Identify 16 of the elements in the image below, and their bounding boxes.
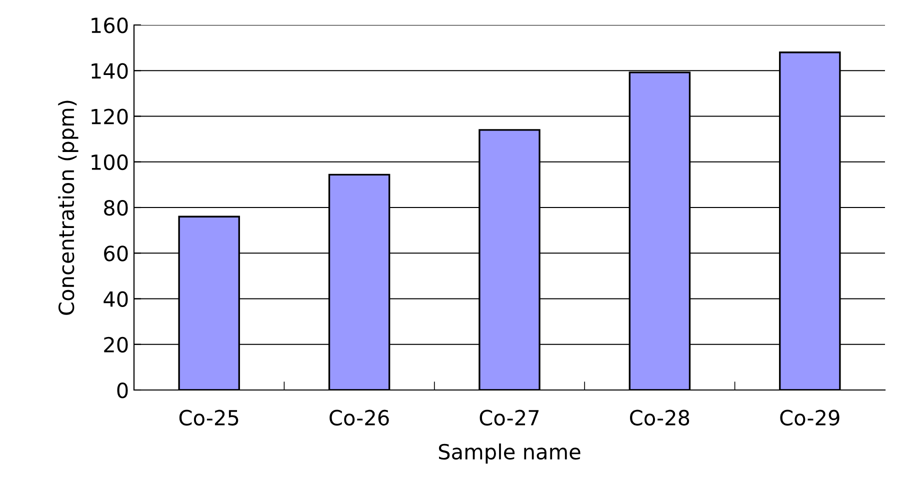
y-tick-label: 60 xyxy=(104,246,128,262)
y-tick-label: 20 xyxy=(104,336,128,353)
x-tick-label: Co-28 xyxy=(630,410,690,426)
y-tick-label: 100 xyxy=(92,154,128,170)
y-tick-label: 120 xyxy=(92,108,128,124)
y-tick-label: 140 xyxy=(92,63,128,79)
x-tick-label: Co-26 xyxy=(330,410,389,426)
x-tick-label: Co-29 xyxy=(780,410,840,426)
x-axis-title: Sample name xyxy=(438,443,580,464)
y-tick-label: 0 xyxy=(117,382,128,398)
x-tick-label: Co-25 xyxy=(179,410,238,426)
y-tick-label: 40 xyxy=(104,291,128,307)
x-tick-label: Co-27 xyxy=(480,410,539,426)
y-axis-title: Concentration (ppm) xyxy=(58,100,78,315)
y-tick-label: 160 xyxy=(92,17,128,34)
y-tick-label: 80 xyxy=(104,200,128,216)
